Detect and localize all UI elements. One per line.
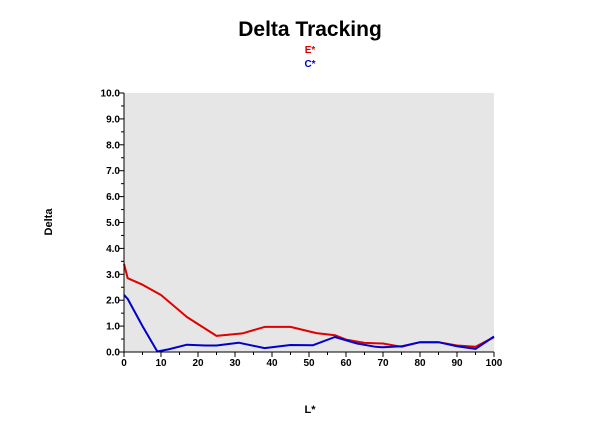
y-tick-label: 6.0 [106, 192, 120, 203]
y-tick-label: 0.0 [106, 348, 120, 359]
chart-title: Delta Tracking [238, 18, 382, 41]
legend: E* C* [304, 45, 315, 70]
y-tick-label: 2.0 [106, 296, 120, 307]
x-tick-label: 40 [266, 358, 278, 369]
x-tick-label: 0 [121, 358, 127, 369]
y-tick-label: 5.0 [106, 218, 120, 229]
y-tick-label: 10.0 [101, 89, 121, 100]
x-tick-label: 50 [303, 358, 315, 369]
x-tick-label: 70 [377, 358, 389, 369]
y-tick-label: 4.0 [106, 244, 120, 255]
x-tick-label: 10 [155, 358, 167, 369]
y-axis-label: Delta [43, 208, 55, 236]
series-line-1 [123, 294, 495, 353]
x-axis-label: L* [305, 404, 317, 416]
legend-item-0: E* [305, 45, 316, 56]
x-tick-label: 100 [486, 358, 503, 369]
y-tick-label: 7.0 [106, 166, 120, 177]
y-tick-label: 3.0 [106, 270, 120, 281]
x-tick-label: 20 [192, 358, 204, 369]
y-tick-label: 1.0 [106, 322, 120, 333]
x-tick-label: 90 [451, 358, 463, 369]
axes: 0.0 1.0 2.0 3.0 4.0 5.0 6.0 7.0 8.0 9.0 10.0 0 10 20 3… [101, 89, 503, 370]
series-layer [123, 263, 495, 353]
x-tick-label: 80 [414, 358, 426, 369]
x-tick-label: 60 [340, 358, 352, 369]
y-tick-label: 9.0 [106, 114, 120, 125]
plot-area [124, 93, 494, 352]
y-tick-label: 8.0 [106, 140, 120, 151]
x-tick-label: 30 [229, 358, 241, 369]
legend-item-1: C* [304, 59, 315, 70]
